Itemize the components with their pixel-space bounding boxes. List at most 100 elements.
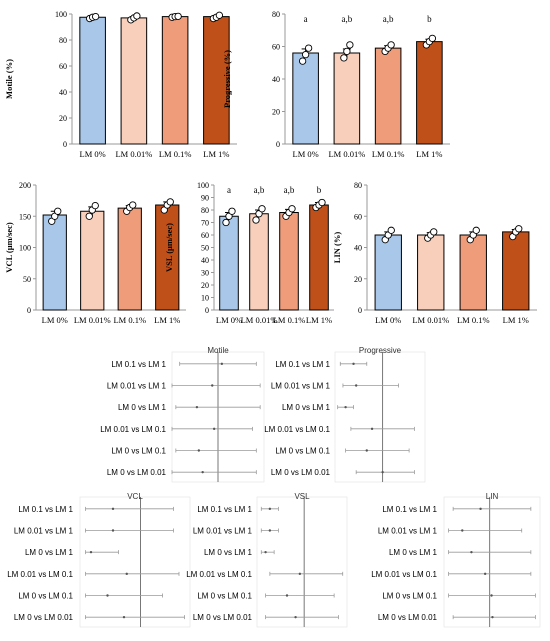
progressive-point bbox=[387, 41, 395, 49]
motile-point bbox=[91, 12, 100, 21]
progressive-forest-chart: Progressive LM 0.1 vs LM 1 LM 0.01 vs LM 1… bbox=[264, 346, 426, 483]
vsl-category-label: LM 1% bbox=[306, 315, 332, 325]
vcl-forest-estimate-point bbox=[111, 529, 115, 532]
lin-forest-comparison-label: LM 0.01 vs LM 0.1 bbox=[371, 570, 437, 579]
vcl-category-label: LM 0% bbox=[42, 315, 68, 325]
vcl-forest-frame bbox=[79, 496, 191, 628]
motile-point bbox=[215, 11, 224, 19]
vcl-category-label: LM 0.01% bbox=[74, 315, 111, 325]
vcl-forest-comparison-label: LM 0.01 vs LM 0.1 bbox=[7, 570, 73, 579]
progressive-ytick-label: 20 bbox=[272, 108, 280, 117]
lin-point bbox=[387, 226, 395, 234]
lin-forest-frame bbox=[443, 496, 541, 628]
vcl-forest-estimate-point bbox=[125, 572, 128, 576]
progressive-ytick-label: 60 bbox=[272, 43, 280, 52]
motile-ytick-label: 0 bbox=[63, 140, 67, 149]
vsl-significance-letter: a,b bbox=[284, 185, 295, 195]
vsl-ytick-label: 70 bbox=[201, 219, 209, 228]
vsl-point bbox=[318, 198, 326, 207]
progressive-forest-estimate-point bbox=[370, 427, 374, 431]
lin-forest-estimate-point bbox=[490, 594, 493, 597]
vsl-point bbox=[258, 205, 266, 213]
vsl-bar-1 bbox=[249, 213, 269, 311]
vsl-chart: 0 10 20 30 40 50 60 70 80 90 100 VSL (μm/sec) LM 0% a… bbox=[164, 181, 334, 325]
motile-forest-estimate-point bbox=[211, 384, 214, 387]
motile-category-label: LM 1% bbox=[203, 149, 229, 159]
progressive-category-label: LM 1% bbox=[416, 149, 442, 159]
progressive-y-label: Progressive (%) bbox=[222, 50, 232, 108]
vsl-forest-chart: VSL LM 0.1 vs LM 1 LM 0.01 vs LM 1 LM 0 vs … bbox=[186, 492, 348, 628]
vsl-bar-0 bbox=[219, 215, 239, 311]
vcl-bar-1 bbox=[80, 210, 105, 311]
motile-forest-comparison-label: LM 0.01 vs LM 1 bbox=[107, 382, 167, 391]
lin-ytick-label: 80 bbox=[354, 181, 362, 190]
vcl-forest-estimate-point bbox=[106, 594, 109, 597]
lin-y-label: LIN (%) bbox=[332, 232, 342, 264]
lin-forest-comparison-label: LM 0 vs LM 1 bbox=[389, 548, 438, 557]
vsl-point bbox=[288, 205, 296, 213]
lin-forest-chart: LIN LM 0.1 vs LM 1 LM 0.01 vs LM 1 LM 0 vs … bbox=[371, 492, 541, 628]
progressive-forest-estimate-point bbox=[352, 362, 355, 366]
motile-ytick-label: 20 bbox=[59, 114, 67, 123]
vsl-forest-title: VSL bbox=[294, 492, 310, 501]
progressive-forest-comparison-label: LM 0 vs LM 0.01 bbox=[271, 468, 331, 477]
progressive-chart: 0 20 40 60 80 Progressive (%) LM 0% a LM 0.01% a,… bbox=[222, 10, 450, 159]
motile-forest-comparison-label: LM 0 vs LM 0.01 bbox=[107, 468, 167, 477]
progressive-ytick-label: 80 bbox=[272, 10, 280, 19]
vcl-point bbox=[91, 201, 99, 210]
vcl-forest-comparison-label: LM 0.1 vs LM 1 bbox=[18, 505, 73, 514]
progressive-forest-comparison-label: LM 0.01 vs LM 0.1 bbox=[264, 425, 330, 434]
vsl-ytick-label: 0 bbox=[205, 306, 209, 315]
progressive-significance-letter: a,b bbox=[342, 14, 353, 24]
vcl-forest-chart: VCL LM 0.1 vs LM 1 LM 0.01 vs LM 1 LM 0 vs … bbox=[7, 492, 191, 628]
lin-bar-0 bbox=[374, 234, 402, 311]
motile-bar-2 bbox=[161, 16, 189, 145]
vcl-forest-estimate-point bbox=[122, 615, 126, 619]
vsl-point bbox=[222, 218, 230, 227]
progressive-forest-frame bbox=[334, 351, 426, 483]
vcl-point bbox=[85, 212, 93, 220]
motile-forest-chart: Motile LM 0.1 vs LM 1 LM 0.01 vs LM 1 LM 0 … bbox=[100, 346, 265, 483]
lin-chart: 0 20 40 60 80 LIN (%) LM 0% LM 0.01% LM 0.1% LM 1… bbox=[332, 181, 537, 325]
progressive-forest-comparison-label: LM 0 vs LM 0.1 bbox=[275, 447, 330, 456]
vsl-forest-comparison-label: LM 0.01 vs LM 0.1 bbox=[186, 570, 252, 579]
vsl-y-label: VSL (μm/sec) bbox=[164, 223, 174, 272]
progressive-significance-letter: a,b bbox=[383, 14, 394, 24]
lin-forest-comparison-label: LM 0.1 vs LM 1 bbox=[382, 505, 437, 514]
lin-forest-estimate-point bbox=[479, 507, 482, 511]
vsl-category-label: LM 0% bbox=[216, 315, 242, 325]
vcl-ytick-label: 0 bbox=[27, 306, 31, 315]
motile-ytick-label: 60 bbox=[59, 62, 67, 71]
vcl-forest-comparison-label: LM 0 vs LM 0.01 bbox=[14, 613, 74, 622]
vsl-ytick-label: 20 bbox=[201, 281, 209, 290]
lin-forest-estimate-point bbox=[470, 550, 473, 554]
vsl-ytick-label: 80 bbox=[201, 206, 209, 215]
progressive-point bbox=[301, 50, 310, 59]
vsl-category-label: LM 0.01% bbox=[241, 315, 278, 325]
motile-forest-comparison-label: LM 0.1 vs LM 1 bbox=[111, 360, 166, 369]
progressive-forest-estimate-point bbox=[354, 384, 358, 387]
vsl-ytick-label: 30 bbox=[201, 269, 209, 278]
motile-category-label: LM 0.01% bbox=[115, 149, 152, 159]
motile-forest-comparison-label: LM 0 vs LM 1 bbox=[118, 403, 167, 412]
vcl-forest-comparison-label: LM 0.01 vs LM 1 bbox=[14, 527, 74, 536]
motile-forest-estimate-point bbox=[212, 427, 216, 431]
lin-category-label: LM 0.01% bbox=[412, 315, 449, 325]
vsl-forest-estimate-point bbox=[268, 507, 272, 511]
vsl-ytick-label: 10 bbox=[201, 294, 209, 303]
motile-ytick-label: 80 bbox=[59, 36, 67, 45]
vsl-forest-comparison-label: LM 0 vs LM 0.1 bbox=[197, 592, 252, 601]
vcl-ytick-label: 50 bbox=[23, 275, 31, 284]
lin-category-label: LM 0.1% bbox=[457, 315, 490, 325]
motile-forest-comparison-label: LM 0 vs LM 0.1 bbox=[111, 447, 166, 456]
vcl-bar-2 bbox=[117, 207, 142, 311]
progressive-point bbox=[340, 54, 348, 62]
lin-forest-title: LIN bbox=[486, 492, 499, 501]
vcl-category-label: LM 0.1% bbox=[113, 315, 146, 325]
vsl-category-label: LM 0.1% bbox=[273, 315, 306, 325]
vcl-category-label: LM 1% bbox=[154, 315, 180, 325]
vsl-forest-comparison-label: LM 0 vs LM 0.01 bbox=[193, 613, 253, 622]
vsl-ytick-label: 40 bbox=[201, 256, 209, 265]
